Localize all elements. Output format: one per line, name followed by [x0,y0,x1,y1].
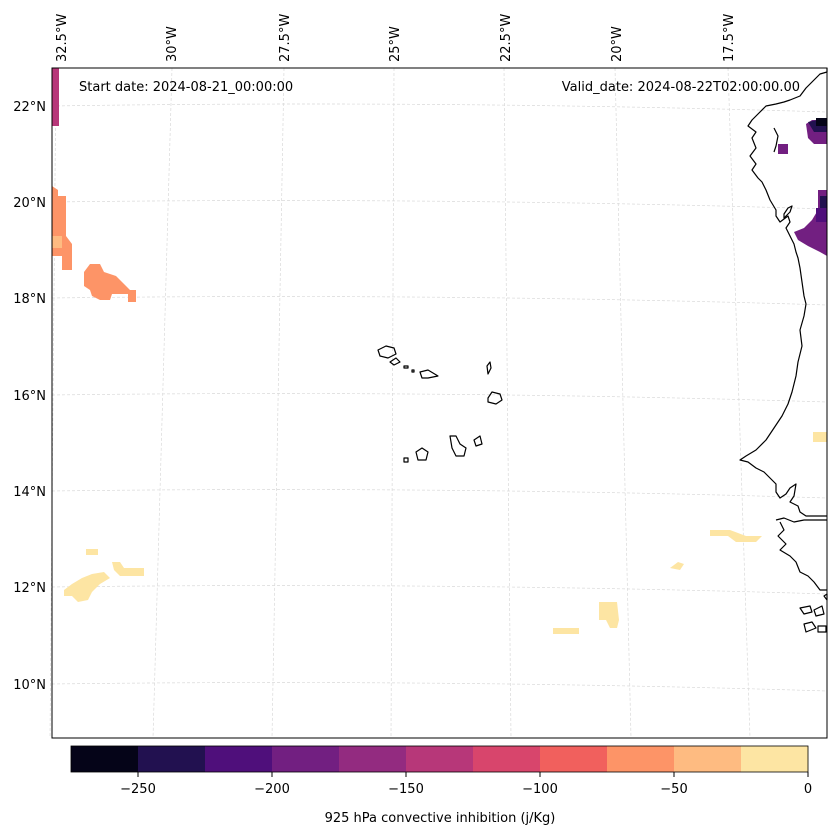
map-frame [51,67,828,739]
island-sao-nicolau [411,369,415,373]
colorbar-tick-label: −250 [120,782,156,797]
coast-island-sw3 [803,621,817,633]
gridline-lat-22 [51,103,828,113]
cin-shading [52,68,827,634]
island-sao-nicolau-main [419,369,439,379]
gridline-lat-12 [51,585,828,595]
island-maio [473,435,483,447]
cin-patch-yellow-s3 [670,562,684,570]
colorbar-swatch [339,746,407,772]
cin-patch-orange-blob [84,264,136,302]
gridline-lon-25 [390,67,395,739]
lon-label: 25°W [388,26,403,62]
cin-patch-ne-black [816,118,827,126]
colorbar-tick-label: −150 [388,782,424,797]
lon-label: 30°W [165,26,180,62]
gridline-lon-22.5 [503,67,512,739]
cin-patch-yellow-s1 [553,628,579,634]
map-background [52,68,827,738]
colorbar-swatch [272,746,340,772]
gridline-lon-30 [152,67,173,739]
gridline-lon-32.5 [49,67,57,739]
gridline-lat-14 [51,489,828,499]
colorbar-swatch [71,746,139,772]
gridline-lon-20 [614,67,632,739]
colorbar-swatch [406,746,474,772]
lat-label: 22°N [13,100,46,115]
coast-africa-west [739,68,828,517]
colorbar-tick-label: −50 [660,782,687,797]
colorbar-swatch [205,746,273,772]
colorbar-swatch [473,746,541,772]
lon-label: 20°W [610,26,625,62]
colorbar-frame [70,745,809,773]
island-brava [403,457,409,463]
colorbar-swatch [540,746,608,772]
island-santo-antao [377,345,397,359]
gridline-lat-18 [51,296,828,306]
cin-patch-west-orange [52,186,72,270]
lat-label: 16°N [13,389,46,404]
coast-gambia [775,517,827,523]
island-sal [486,361,492,375]
coast-island-n1 [773,127,779,153]
island-boa-vista [487,391,503,405]
map-panel: Start date: 2024-08-21_00:00:00 Valid_da… [49,67,828,739]
colorbar: −250 −200 −150 −100 −50 0 925 hPa convective … [70,745,812,826]
gridline-lat-16 [51,393,828,403]
cin-patch-nw-edge [52,68,59,126]
cin-patch-e-dark [820,196,827,210]
cin-patch-yellow-sw [64,572,110,602]
lat-label: 20°N [13,196,46,211]
colorbar-tick-label: −200 [254,782,290,797]
cin-patch-west-light [52,236,62,248]
coast-guinea-bissau [777,521,827,591]
lon-label: 22.5°W [499,14,514,62]
lon-label: 32.5°W [55,14,70,62]
colorbar-tick-label: 0 [804,782,812,797]
cin-patch-yellow-se [710,530,762,542]
cin-patch-yellow-e [813,432,827,442]
island-fogo [415,447,429,461]
colorbar-swatch [138,746,206,772]
lon-label: 27.5°W [278,14,293,62]
latitude-labels: 22°N 20°N 18°N 16°N 14°N 12°N 10°N [13,100,46,693]
colorbar-swatches [71,746,809,772]
graticule [49,67,828,739]
gridline-lon-27.5 [271,67,285,739]
lat-label: 18°N [13,292,46,307]
colorbar-swatch [674,746,742,772]
valid-date-label: Valid_date: 2024-08-22T02:00:00.00 [562,80,800,95]
coastlines [377,68,828,633]
coast-island-sw2 [813,605,825,617]
cin-patch-yellow-sw2 [86,549,98,555]
colorbar-swatch [741,746,809,772]
cin-patch-yellow-sw3 [112,562,144,576]
island-santiago [449,435,467,457]
cin-patch-e-mid [816,208,827,222]
longitude-labels: 32.5°W 30°W 27.5°W 25°W 22.5°W 20°W 17.5… [55,14,737,62]
colorbar-ticks: −250 −200 −150 −100 −50 0 [120,772,812,797]
island-sao-vicente [389,357,401,366]
colorbar-swatch [607,746,675,772]
lat-label: 14°N [13,485,46,500]
island-santa-luzia [403,365,409,369]
cin-patch-e-purple [794,190,827,256]
gridline-lat-10 [51,682,828,692]
lat-label: 10°N [13,678,46,693]
gridline-lat-20 [51,200,828,210]
coast-bay1 [783,205,793,219]
coast-island-sw4 [817,625,827,633]
cin-patch-ne-small [778,144,788,154]
lat-label: 12°N [13,581,46,596]
colorbar-tick-label: −100 [522,782,558,797]
colorbar-title: 925 hPa convective inhibition (j/Kg) [325,811,556,826]
cin-patch-yellow-s2 [599,602,619,628]
lon-label: 17.5°W [722,14,737,62]
start-date-label: Start date: 2024-08-21_00:00:00 [79,80,293,95]
gridline-lon-17.5 [727,67,751,739]
coast-island-sw1 [799,605,813,615]
